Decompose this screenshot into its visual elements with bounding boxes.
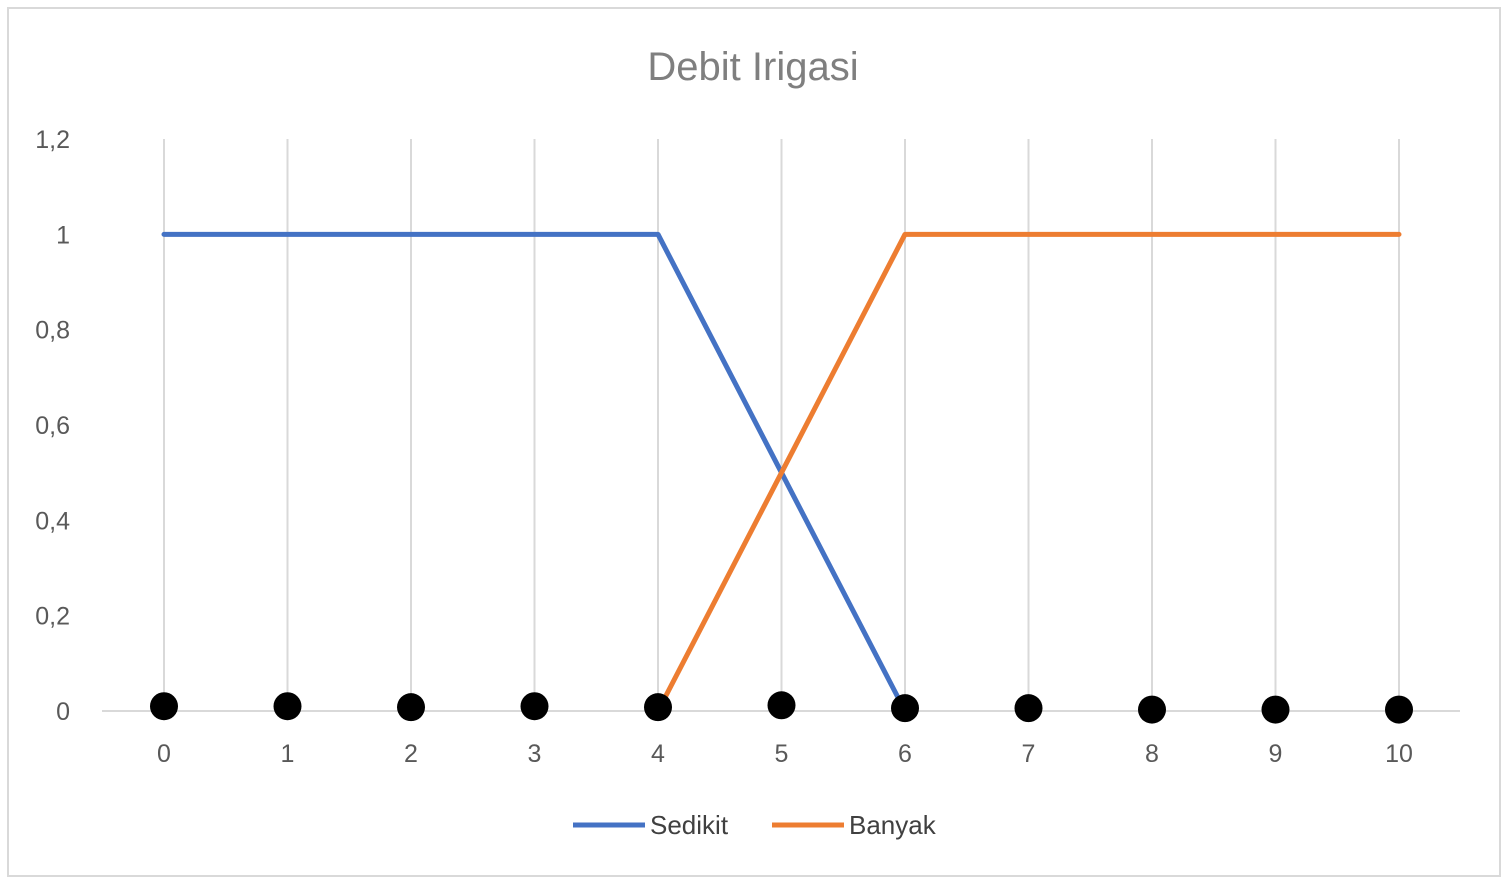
x-tick-label: 5: [775, 740, 789, 768]
x-tick-label: 6: [898, 740, 912, 768]
marker-series: [150, 691, 1413, 724]
data-point: [891, 694, 919, 723]
data-point: [1014, 694, 1043, 723]
legend: Sedikit Banyak: [573, 810, 937, 840]
y-tick-label: 0,2: [35, 603, 70, 631]
y-tick-label: 0,4: [35, 507, 70, 535]
y-tick-label: 0,8: [35, 317, 70, 345]
chart-frame: [7, 7, 1501, 877]
y-tick-label: 0,6: [35, 412, 70, 440]
legend-label: Sedikit: [650, 810, 729, 840]
x-tick-label: 3: [528, 740, 542, 768]
legend-label: Banyak: [849, 810, 937, 840]
x-tick-label: 10: [1385, 740, 1413, 768]
data-point: [150, 692, 178, 721]
y-tick-label: 0: [56, 698, 70, 726]
x-tick-label: 8: [1145, 740, 1159, 768]
plot-area: [161, 231, 1402, 714]
x-axis: 0 1 2 3 4 5 6 7 8 9 10: [157, 740, 1413, 768]
data-point: [273, 692, 302, 721]
grid: [102, 139, 1460, 712]
series-line-banyak: [655, 231, 1402, 714]
x-tick-label: 7: [1022, 740, 1036, 768]
data-point: [397, 693, 425, 722]
data-point: [1138, 695, 1166, 724]
y-tick-label: 1,2: [35, 126, 70, 154]
data-point: [767, 691, 796, 720]
x-tick-label: 9: [1269, 740, 1283, 768]
data-point: [520, 692, 549, 721]
x-tick-label: 2: [404, 740, 418, 768]
y-axis: 0 0,2 0,4 0,6 0,8 1 1,2: [35, 126, 70, 726]
x-tick-label: 0: [157, 740, 171, 768]
x-tick-label: 1: [281, 740, 295, 768]
chart-title: Debit Irigasi: [647, 45, 858, 89]
x-tick-label: 4: [651, 740, 665, 768]
data-point: [1261, 695, 1290, 724]
y-tick-label: 1: [56, 221, 70, 249]
data-point: [1385, 695, 1413, 724]
data-point: [644, 693, 672, 722]
